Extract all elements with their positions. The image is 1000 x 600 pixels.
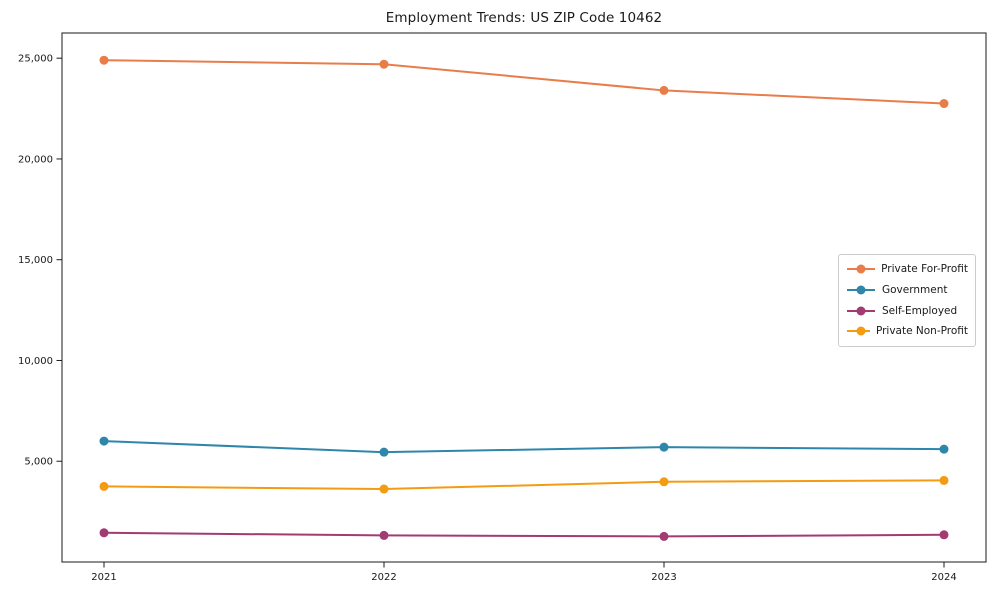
legend-marker-icon [847,326,870,336]
legend-marker-icon [847,264,875,274]
legend-item-private-non-profit: Private Non-Profit [846,321,968,342]
x-tick-label: 2024 [931,572,956,583]
legend-label: Self-Employed [882,304,958,317]
legend: Private For-Profit Government Self-Employe… [838,254,976,347]
y-tick-label: 25,000 [18,54,53,65]
legend-item-private-for-profit: Private For-Profit [846,259,968,280]
data-point-government-2023 [659,442,669,452]
data-point-private-non-profit-2024 [939,475,949,485]
legend-label: Private For-Profit [881,263,968,276]
data-point-self-employed-2023 [659,531,669,541]
data-point-self-employed-2021 [99,528,109,538]
data-point-private-non-profit-2022 [379,484,389,494]
y-tick-label: 20,000 [18,154,53,165]
chart-title: Employment Trends: US ZIP Code 10462 [385,10,663,26]
y-tick-label: 5,000 [24,457,53,468]
data-point-private-for-profit-2021 [99,55,109,65]
y-tick-label: 10,000 [18,356,53,367]
data-point-private-non-profit-2021 [99,481,109,491]
series-line-private-for-profit [103,59,945,105]
legend-marker-icon [847,306,875,316]
legend-item-self-employed: Self-Employed [846,300,968,321]
data-point-private-non-profit-2023 [659,477,669,487]
data-point-government-2021 [99,436,109,446]
legend-label: Government [882,284,948,297]
data-point-self-employed-2024 [939,530,949,540]
legend-item-government: Government [846,280,968,301]
x-tick-label: 2021 [91,572,116,583]
series-line-self-employed [103,531,945,538]
legend-label: Private Non-Profit [875,325,968,338]
data-point-government-2024 [939,444,949,454]
data-point-private-for-profit-2023 [659,85,669,95]
axes-frame [61,32,987,563]
data-point-private-for-profit-2022 [379,59,389,69]
x-tick-label: 2022 [371,572,396,583]
y-tick-label: 15,000 [18,255,53,266]
data-point-private-for-profit-2024 [939,99,949,109]
legend-marker-icon [847,285,875,295]
series-line-private-non-profit [103,479,945,491]
data-point-self-employed-2022 [379,530,389,540]
data-point-government-2022 [379,447,389,457]
x-tick-label: 2023 [651,572,676,583]
series-line-government [103,440,945,454]
